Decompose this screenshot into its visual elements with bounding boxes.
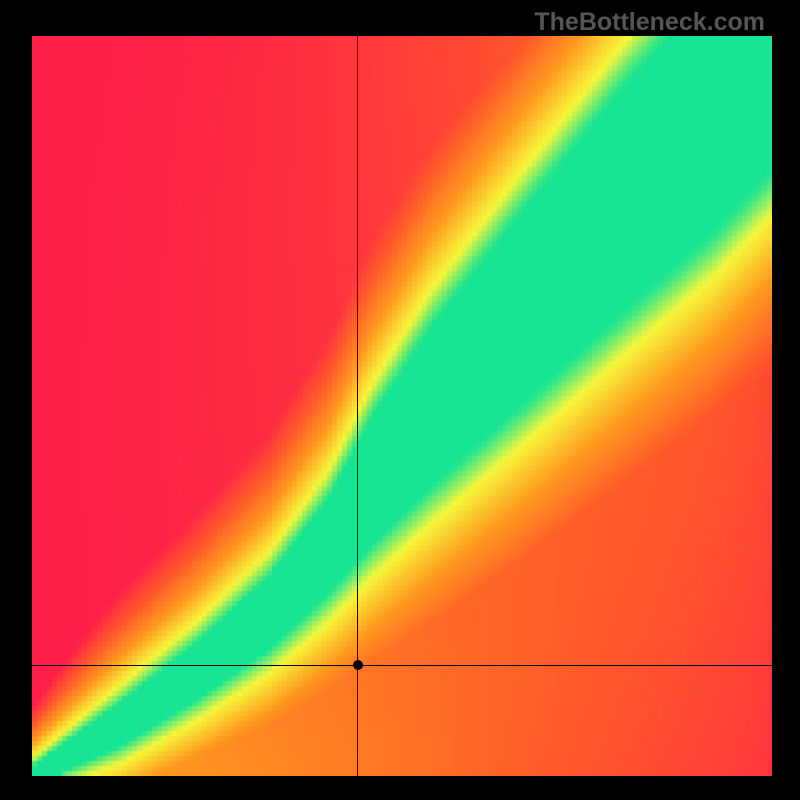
crosshair-horizontal xyxy=(32,665,772,666)
selected-point-marker xyxy=(353,660,363,670)
watermark-text: TheBottleneck.com xyxy=(534,8,765,37)
chart-container: { "watermark": { "text": "TheBottleneck.… xyxy=(0,0,800,800)
